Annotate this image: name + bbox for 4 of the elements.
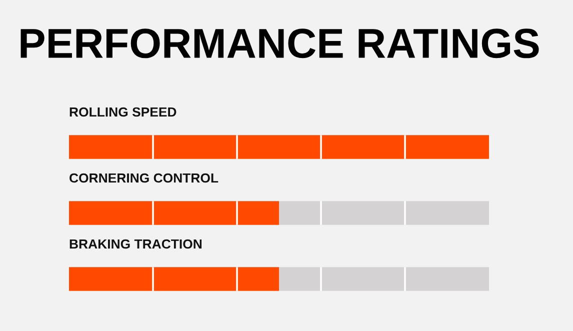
y-tick-label: ROLLING SPEED — [70, 107, 176, 117]
y-tick-label: CORNERING CONTROL — [70, 173, 218, 183]
y-tick-label: BRAKING TRACTION — [70, 239, 202, 249]
chart-title: PERFORMANCE RATINGS — [20, 28, 539, 58]
